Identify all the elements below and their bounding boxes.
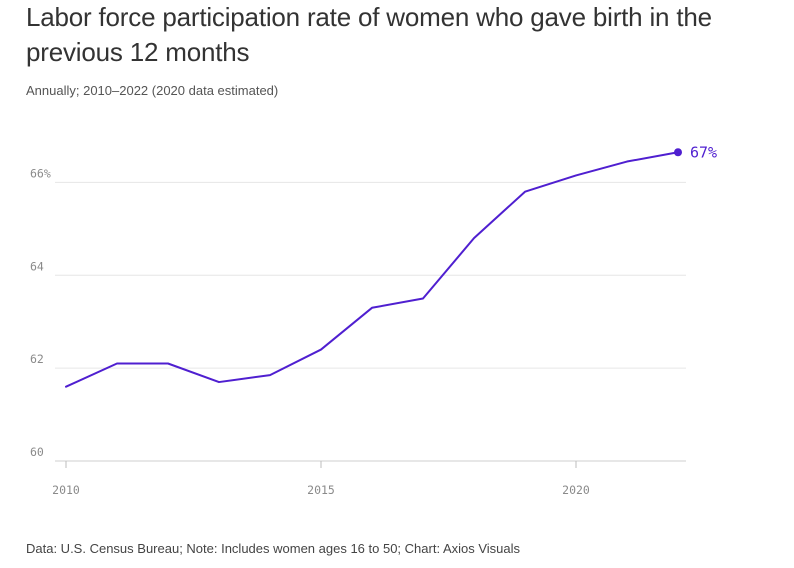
gridlines: [55, 181, 686, 462]
series-line: [65, 151, 679, 388]
end-point-marker: [674, 148, 682, 157]
y-tick-label: 64: [30, 259, 44, 273]
y-tick-label: 60: [30, 445, 44, 459]
end-value-label: 67%: [690, 143, 717, 161]
axes: 60 62 64 66% 2010 2015 2020: [30, 166, 590, 497]
series-layer: 67%: [65, 143, 717, 388]
x-tick-label: 2010: [52, 483, 80, 497]
y-tick-label: 66%: [30, 166, 51, 180]
chart-title: Labor force participation rate of women …: [26, 2, 712, 67]
chart-subtitle: Annually; 2010–2022 (2020 data estimated…: [26, 83, 279, 98]
x-tick-label: 2015: [307, 483, 335, 497]
y-tick-label: 62: [30, 352, 44, 366]
chart-footer: Data: U.S. Census Bureau; Note: Includes…: [26, 541, 521, 556]
x-tick-label: 2020: [562, 483, 590, 497]
